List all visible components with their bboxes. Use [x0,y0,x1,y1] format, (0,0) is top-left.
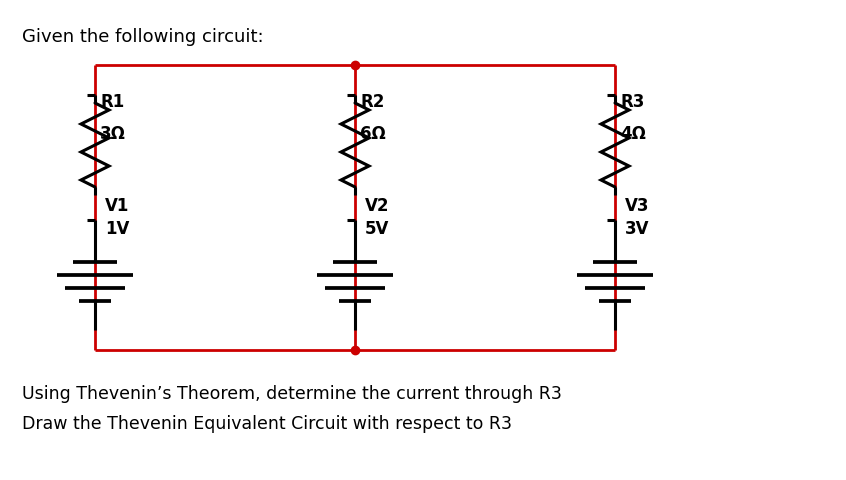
Text: 1V: 1V [105,220,129,238]
Text: V1: V1 [105,197,129,215]
Text: V3: V3 [625,197,650,215]
Text: 3V: 3V [625,220,650,238]
Text: V2: V2 [365,197,389,215]
Text: 6Ω: 6Ω [360,125,386,143]
Text: R2: R2 [360,93,384,111]
Text: 3Ω: 3Ω [100,125,126,143]
Text: R1: R1 [100,93,124,111]
Text: 5V: 5V [365,220,389,238]
Text: Given the following circuit:: Given the following circuit: [22,28,264,46]
Text: Using Thevenin’s Theorem, determine the current through R3: Using Thevenin’s Theorem, determine the … [22,385,562,403]
Text: Draw the Thevenin Equivalent Circuit with respect to R3: Draw the Thevenin Equivalent Circuit wit… [22,415,512,433]
Text: 4Ω: 4Ω [620,125,645,143]
Text: R3: R3 [620,93,645,111]
